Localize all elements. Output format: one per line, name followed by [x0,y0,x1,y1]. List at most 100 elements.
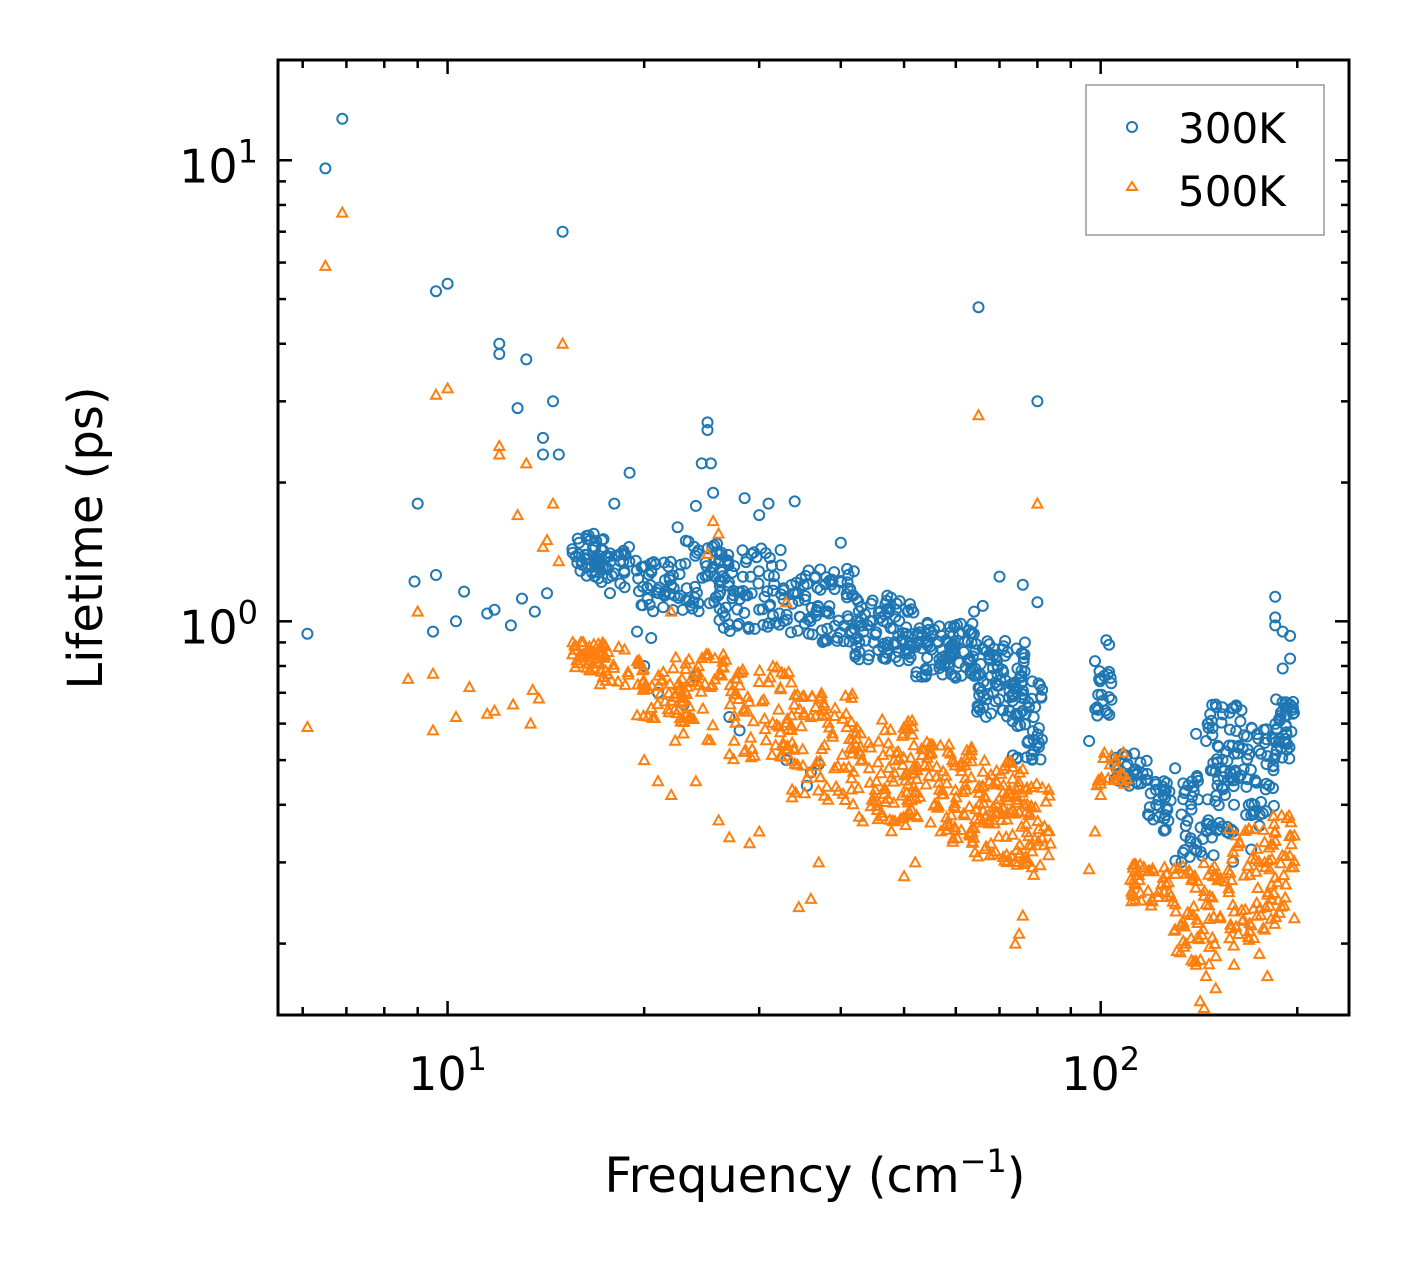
data-point-300k-655 [1140,754,1153,767]
data-point-500k-737 [1207,909,1221,922]
data-point-300k-627 [1026,725,1039,738]
data-point-500k-791 [1248,852,1262,865]
data-point-500k-613 [1010,857,1024,870]
data-point-500k-787 [1226,897,1240,910]
data-point-500k-283 [813,753,827,766]
data-point-300k-960 [1094,672,1107,685]
data-point-500k-476 [923,746,937,759]
data-point-300k-237 [753,603,766,616]
data-point-300k-152 [701,569,714,582]
data-point-300k-653 [1093,665,1106,678]
legend-label-300k: 300K [1178,104,1287,153]
data-point-300k-914 [430,285,442,298]
data-point-500k-337 [887,795,901,808]
data-point-500k-239 [826,729,840,742]
data-point-300k-74 [612,549,625,561]
data-point-300k-971 [1190,727,1203,740]
data-point-300k-95 [643,598,656,611]
data-point-500k-282 [790,687,805,700]
data-point-500k-563 [1005,827,1020,840]
data-point-500k-895 [1209,981,1223,994]
data-point-500k-868 [546,496,560,509]
data-point-500k-27 [566,635,580,648]
data-point-500k-172 [778,667,792,680]
data-point-300k-712 [1152,811,1165,824]
data-point-300k-203 [736,544,749,557]
data-point-300k-205 [736,570,749,583]
data-point-500k-722 [1209,949,1223,962]
data-point-500k-179 [727,733,741,746]
data-point-300k-212 [722,579,735,592]
data-point-500k-392 [876,747,890,760]
data-point-300k-908 [1273,713,1286,726]
y-tick-label-0: 100 [179,593,258,654]
data-point-300k-898 [1280,709,1293,722]
data-point-500k-457 [965,834,980,847]
data-point-300k-718 [1175,808,1188,821]
data-point-500k-548 [977,788,991,801]
data-point-500k-148 [698,676,712,689]
data-point-500k-462 [941,744,955,757]
data-point-300k-105 [672,592,685,604]
data-point-300k-409 [877,651,890,664]
data-point-500k-140 [691,659,706,672]
data-point-300k-938 [701,416,714,429]
data-point-300k-585 [985,707,997,720]
data-point-300k-459 [951,618,963,631]
data-point-500k-467 [945,753,960,766]
data-point-500k-618 [1015,785,1029,798]
data-point-500k-634 [1097,745,1112,758]
data-point-500k-388 [852,809,866,822]
data-point-500k-585 [1035,780,1049,793]
data-point-500k-274 [836,711,850,724]
data-point-300k-153 [709,554,722,567]
data-point-300k-106 [633,585,645,598]
data-point-500k-675 [1145,892,1159,905]
data-point-500k-166 [722,747,737,760]
data-point-500k-836 [1266,809,1281,822]
data-point-500k-804 [1273,856,1288,869]
data-point-500k-652 [1157,860,1172,873]
data-point-500k-456 [908,791,923,804]
data-point-300k-972 [1200,735,1213,747]
data-point-500k-903 [1094,787,1108,800]
data-point-500k-715 [1227,938,1241,951]
data-point-300k-69 [604,555,617,568]
data-point-300k-916 [430,569,442,581]
data-point-500k-483 [954,822,968,835]
data-point-300k-293 [841,576,854,589]
data-point-500k-444 [910,772,924,785]
data-point-300k-279 [791,624,804,637]
data-point-500k-292 [797,688,811,701]
data-point-500k-596 [1028,800,1042,813]
data-point-300k-580 [1016,647,1029,660]
data-point-500k-711 [1202,939,1217,952]
data-point-300k-979 [1245,809,1258,822]
data-point-500k-428 [936,787,951,800]
data-point-300k-817 [1207,757,1220,769]
data-point-500k-73 [666,661,680,674]
data-point-500k-80 [679,662,693,675]
data-point-300k-915 [441,277,454,290]
data-point-300k-953 [1016,578,1029,591]
data-point-300k-803 [1223,723,1236,736]
data-point-500k-435 [910,759,925,772]
data-point-500k-268 [829,779,843,792]
data-point-300k-996 [631,625,643,638]
data-point-500k-763 [1246,901,1261,914]
data-point-500k-281 [803,765,817,778]
data-point-500k-477 [967,821,981,834]
data-point-500k-293 [811,783,826,796]
data-point-500k-772 [1222,885,1236,898]
data-point-300k-748 [1206,819,1219,832]
data-point-300k-969 [1276,662,1289,675]
data-point-500k-162 [696,701,710,714]
data-point-500k-214 [766,715,780,728]
data-point-300k-312 [789,586,802,599]
data-point-500k-597 [1022,806,1037,819]
data-point-300k-784 [1216,708,1229,721]
data-point-500k-867 [540,533,554,546]
data-point-500k-718 [1181,905,1195,918]
legend: 300K 500K [1085,84,1325,236]
data-point-500k-223 [741,689,755,702]
